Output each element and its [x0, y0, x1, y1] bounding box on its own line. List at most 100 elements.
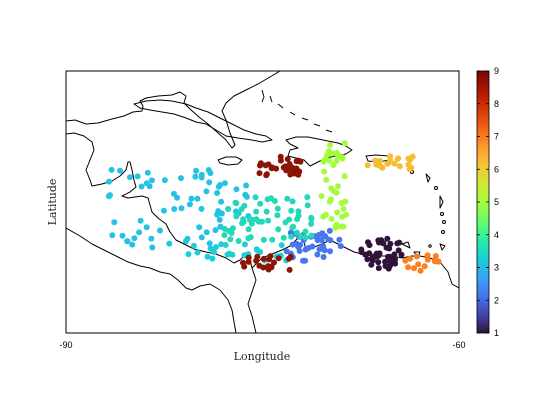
- scatter-point: [274, 212, 281, 219]
- scatter-point: [330, 162, 337, 169]
- scatter-point: [166, 240, 173, 247]
- scatter-point: [225, 206, 232, 212]
- scatter-point: [417, 267, 424, 274]
- scatter-point: [271, 259, 277, 266]
- scatter-point: [376, 250, 383, 257]
- scatter-point: [339, 213, 346, 220]
- scatter-point: [372, 157, 379, 164]
- scatter-point: [193, 167, 200, 174]
- scatter-point: [160, 207, 167, 214]
- coastline-pacific: [66, 227, 237, 333]
- scatter-point: [333, 189, 340, 196]
- plot-area: [65, 70, 460, 334]
- scatter-point: [413, 253, 420, 260]
- scatter-point: [214, 211, 221, 218]
- scatter-point: [212, 227, 219, 234]
- scatter-point: [408, 164, 415, 171]
- scatter-point: [366, 250, 373, 257]
- scatter-point: [131, 235, 138, 242]
- scatter-point: [325, 236, 332, 243]
- scatter-points: [105, 140, 442, 274]
- scatter-point: [194, 195, 201, 202]
- scatter-point: [295, 212, 302, 219]
- scatter-point: [214, 190, 221, 196]
- scatter-point: [295, 243, 302, 250]
- scatter-point: [265, 217, 272, 224]
- scatter-point: [325, 148, 332, 155]
- scatter-point: [302, 257, 309, 264]
- scatter-point: [304, 194, 311, 201]
- scatter-point: [216, 216, 223, 223]
- scatter-point: [185, 251, 192, 258]
- scatter-point: [233, 213, 240, 220]
- scatter-point: [391, 160, 398, 167]
- scatter-point: [188, 195, 195, 202]
- scatter-point: [212, 244, 219, 250]
- scatter-point: [302, 228, 309, 235]
- scatter-point: [409, 153, 416, 160]
- colorbar-tick-label: 5: [494, 197, 499, 207]
- scatter-point: [253, 208, 260, 215]
- scatter-point: [196, 224, 203, 231]
- scatter-point: [391, 251, 398, 258]
- scatter-point: [235, 238, 242, 244]
- scatter-point: [335, 152, 342, 159]
- colorbar: 1 2 3 4 5 6 7 8 9: [476, 66, 499, 338]
- scatter-point: [138, 183, 145, 190]
- scatter-point: [358, 246, 365, 253]
- scatter-point: [411, 265, 417, 272]
- scatter-point: [289, 164, 296, 171]
- scatter-point: [284, 195, 291, 202]
- scatter-point: [137, 217, 144, 224]
- scatter-point: [398, 251, 405, 258]
- scatter-point: [178, 175, 184, 182]
- scatter-point: [366, 242, 373, 249]
- scatter-point: [333, 223, 339, 229]
- coastline-florida: [66, 71, 281, 149]
- scatter-point: [278, 242, 285, 249]
- scatter-point: [274, 205, 281, 212]
- scatter-point: [190, 242, 197, 249]
- scatter-point: [375, 265, 382, 272]
- scatter-point: [269, 236, 276, 243]
- scatter-point: [337, 243, 344, 250]
- scatter-point: [424, 252, 431, 259]
- scatter-point: [378, 237, 385, 244]
- scatter-point: [161, 177, 168, 184]
- scatter-point: [304, 202, 311, 209]
- scatter-point: [318, 193, 325, 200]
- scatter-point: [319, 230, 326, 237]
- scatter-point: [405, 264, 412, 271]
- scatter-point: [143, 180, 150, 187]
- scatter-point: [289, 198, 296, 205]
- scatter-point: [369, 257, 376, 264]
- scatter-point: [321, 168, 328, 175]
- scatter-point: [257, 160, 264, 167]
- scatter-point: [396, 163, 403, 170]
- scatter-point: [288, 207, 295, 214]
- scatter-point: [268, 264, 275, 271]
- scatter-point: [186, 201, 193, 208]
- scatter-point: [296, 168, 303, 175]
- scatter-point: [328, 215, 335, 222]
- island-hispaniola: [285, 136, 353, 167]
- scatter-point: [171, 190, 177, 197]
- scatter-point: [218, 198, 225, 205]
- scatter-point: [338, 200, 345, 206]
- colorbar-tick-label: 3: [494, 263, 499, 273]
- scatter-point: [387, 153, 394, 160]
- colorbar-tick-label: 8: [494, 99, 499, 109]
- scatter-point: [215, 183, 222, 190]
- scatter-point: [198, 205, 205, 212]
- scatter-point: [243, 182, 250, 189]
- scatter-point: [395, 247, 402, 254]
- island-cuba: [133, 99, 273, 143]
- coastlines: [66, 71, 459, 333]
- scatter-point: [308, 214, 315, 221]
- scatter-point: [263, 208, 270, 215]
- scatter-point: [435, 258, 442, 265]
- scatter-point: [314, 251, 321, 258]
- scatter-point: [320, 254, 327, 260]
- scatter-point: [218, 241, 225, 248]
- scatter-point: [198, 171, 205, 178]
